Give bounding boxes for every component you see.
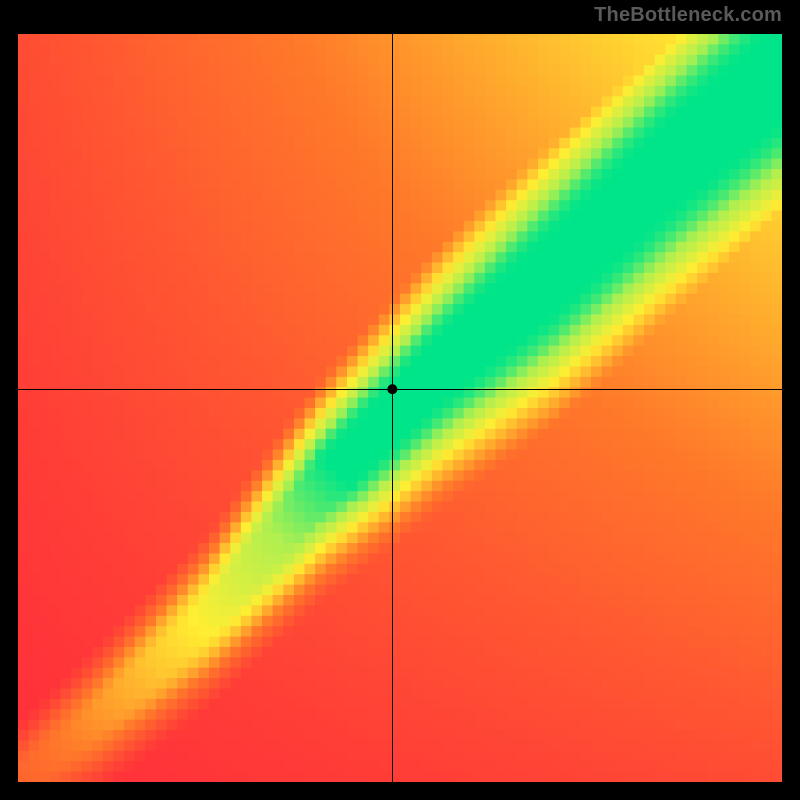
- watermark-text: TheBottleneck.com: [594, 4, 782, 27]
- heatmap-canvas: [18, 34, 782, 782]
- chart-container: TheBottleneck.com: [0, 0, 800, 800]
- heatmap-area: [18, 34, 782, 782]
